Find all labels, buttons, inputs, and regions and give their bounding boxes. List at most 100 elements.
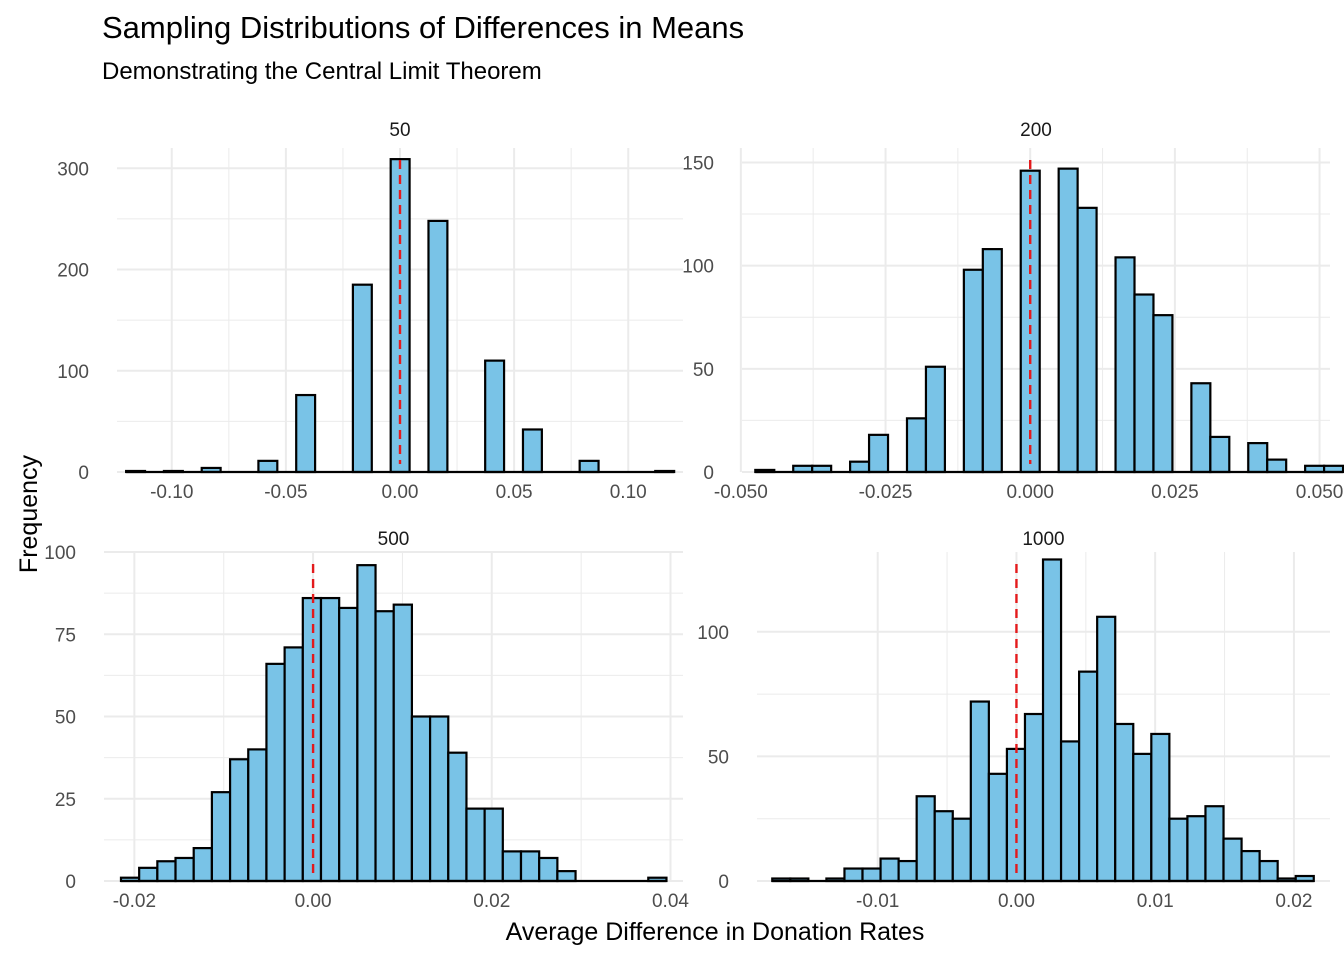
histogram-bar [1019,169,1041,474]
histogram-bar [1266,458,1288,474]
x-tick-label: 0.00 [382,482,419,503]
histogram-bar [951,817,972,883]
histogram-bar [338,606,359,883]
x-tick-label: 0.050 [1296,482,1344,503]
histogram-bar [915,795,936,883]
histogram-bar [1209,435,1231,474]
facet-strip-label: 200 [1020,120,1052,141]
histogram-bar [521,428,543,474]
histogram-bar [1247,442,1269,474]
histogram-bar [867,433,890,474]
histogram-bar [538,856,559,883]
y-tick-label: 100 [682,257,714,278]
histogram-bar [410,715,432,883]
histogram-bar [1059,740,1081,883]
x-tick-label: -0.05 [264,482,307,503]
histogram-bar [556,870,577,883]
x-tick-label: -0.02 [113,891,156,912]
histogram-bar [843,867,864,883]
y-tick-label: 75 [55,625,76,646]
histogram-bar [924,365,947,474]
x-tick-label: 0.05 [496,482,533,503]
y-tick-label: 200 [57,261,89,282]
chart-title: Sampling Distributions of Differences in… [102,10,745,45]
histogram-bar [1076,206,1098,474]
histogram-bar [351,283,373,474]
y-tick-label: 0 [718,872,729,893]
histogram-bar [897,859,918,883]
x-tick-label: 0.00 [998,891,1035,912]
chart-subtitle: Demonstrating the Central Limit Theorem [102,58,542,85]
y-tick-label: 50 [708,747,729,768]
histogram-bar [879,857,900,883]
histogram-bar [1204,805,1225,883]
histogram-bar [987,772,1009,883]
histogram-bar [210,791,232,883]
y-tick-label: 0 [78,463,89,484]
y-tick-label: 100 [697,623,729,644]
histogram-bar [447,751,468,883]
histogram-bar [295,393,317,474]
histogram-bar [356,564,377,883]
histogram-bar [1114,722,1135,883]
x-tick-label: 0.10 [610,482,647,503]
y-tick-label: 300 [57,159,89,180]
facet-strip-label: 1000 [1022,529,1064,550]
histogram-bar [138,866,159,883]
histogram-bar [427,219,449,474]
x-tick-label: -0.050 [714,482,768,503]
histogram-bar [1132,752,1153,883]
histogram-bar [265,662,286,883]
histogram-bar [1114,256,1136,474]
histogram-bar [969,700,990,883]
histogram-bar [1152,314,1174,474]
y-axis-title: Frequency [15,454,43,573]
histogram-bar [392,603,414,883]
histogram-bar [228,758,250,883]
histogram-bar [1258,859,1279,883]
histogram-bar [156,860,177,883]
histogram-bar [933,810,954,883]
histogram-bar [1240,849,1261,883]
y-tick-label: 150 [682,153,714,174]
histogram-bar [905,417,928,474]
x-tick-label: 0.02 [1275,891,1312,912]
histogram-bar [1057,167,1079,474]
histogram-bar [174,856,195,883]
histogram-bar [283,646,304,883]
x-tick-label: -0.10 [150,482,193,503]
histogram-bar [247,748,268,883]
histogram-bar [1005,747,1027,883]
y-tick-label: 50 [693,360,714,381]
histogram-bar [1168,817,1189,883]
y-tick-label: 100 [57,362,89,383]
histogram-bar [1078,670,1099,883]
x-tick-label: 0.02 [473,891,510,912]
facet-strip-label: 500 [378,529,410,550]
facet-strip-label: 50 [389,120,410,141]
histogram-bar [257,459,279,474]
histogram-bar [1133,293,1155,474]
histogram-bar [578,459,600,474]
histogram-bar [1041,558,1063,883]
x-tick-label: -0.025 [859,482,913,503]
histogram-bar [519,850,541,883]
y-tick-label: 0 [65,872,76,893]
x-tick-label: 0.000 [1006,482,1054,503]
histogram-bar [861,867,882,883]
x-tick-label: 0.00 [295,891,332,912]
histogram-bar [484,359,506,474]
y-tick-label: 100 [44,543,76,564]
histogram-bar [319,596,341,883]
histogram-bar [849,460,871,474]
y-tick-label: 25 [55,790,76,811]
histogram-bar [501,850,523,883]
y-tick-label: 0 [703,463,714,484]
histogram-bar [374,610,395,883]
x-tick-label: 0.01 [1137,891,1174,912]
histogram-bar [428,715,450,883]
histogram-bar [981,248,1003,474]
x-tick-label: 0.04 [652,891,689,912]
histogram-bar [483,807,504,883]
histogram-bar [465,807,486,883]
